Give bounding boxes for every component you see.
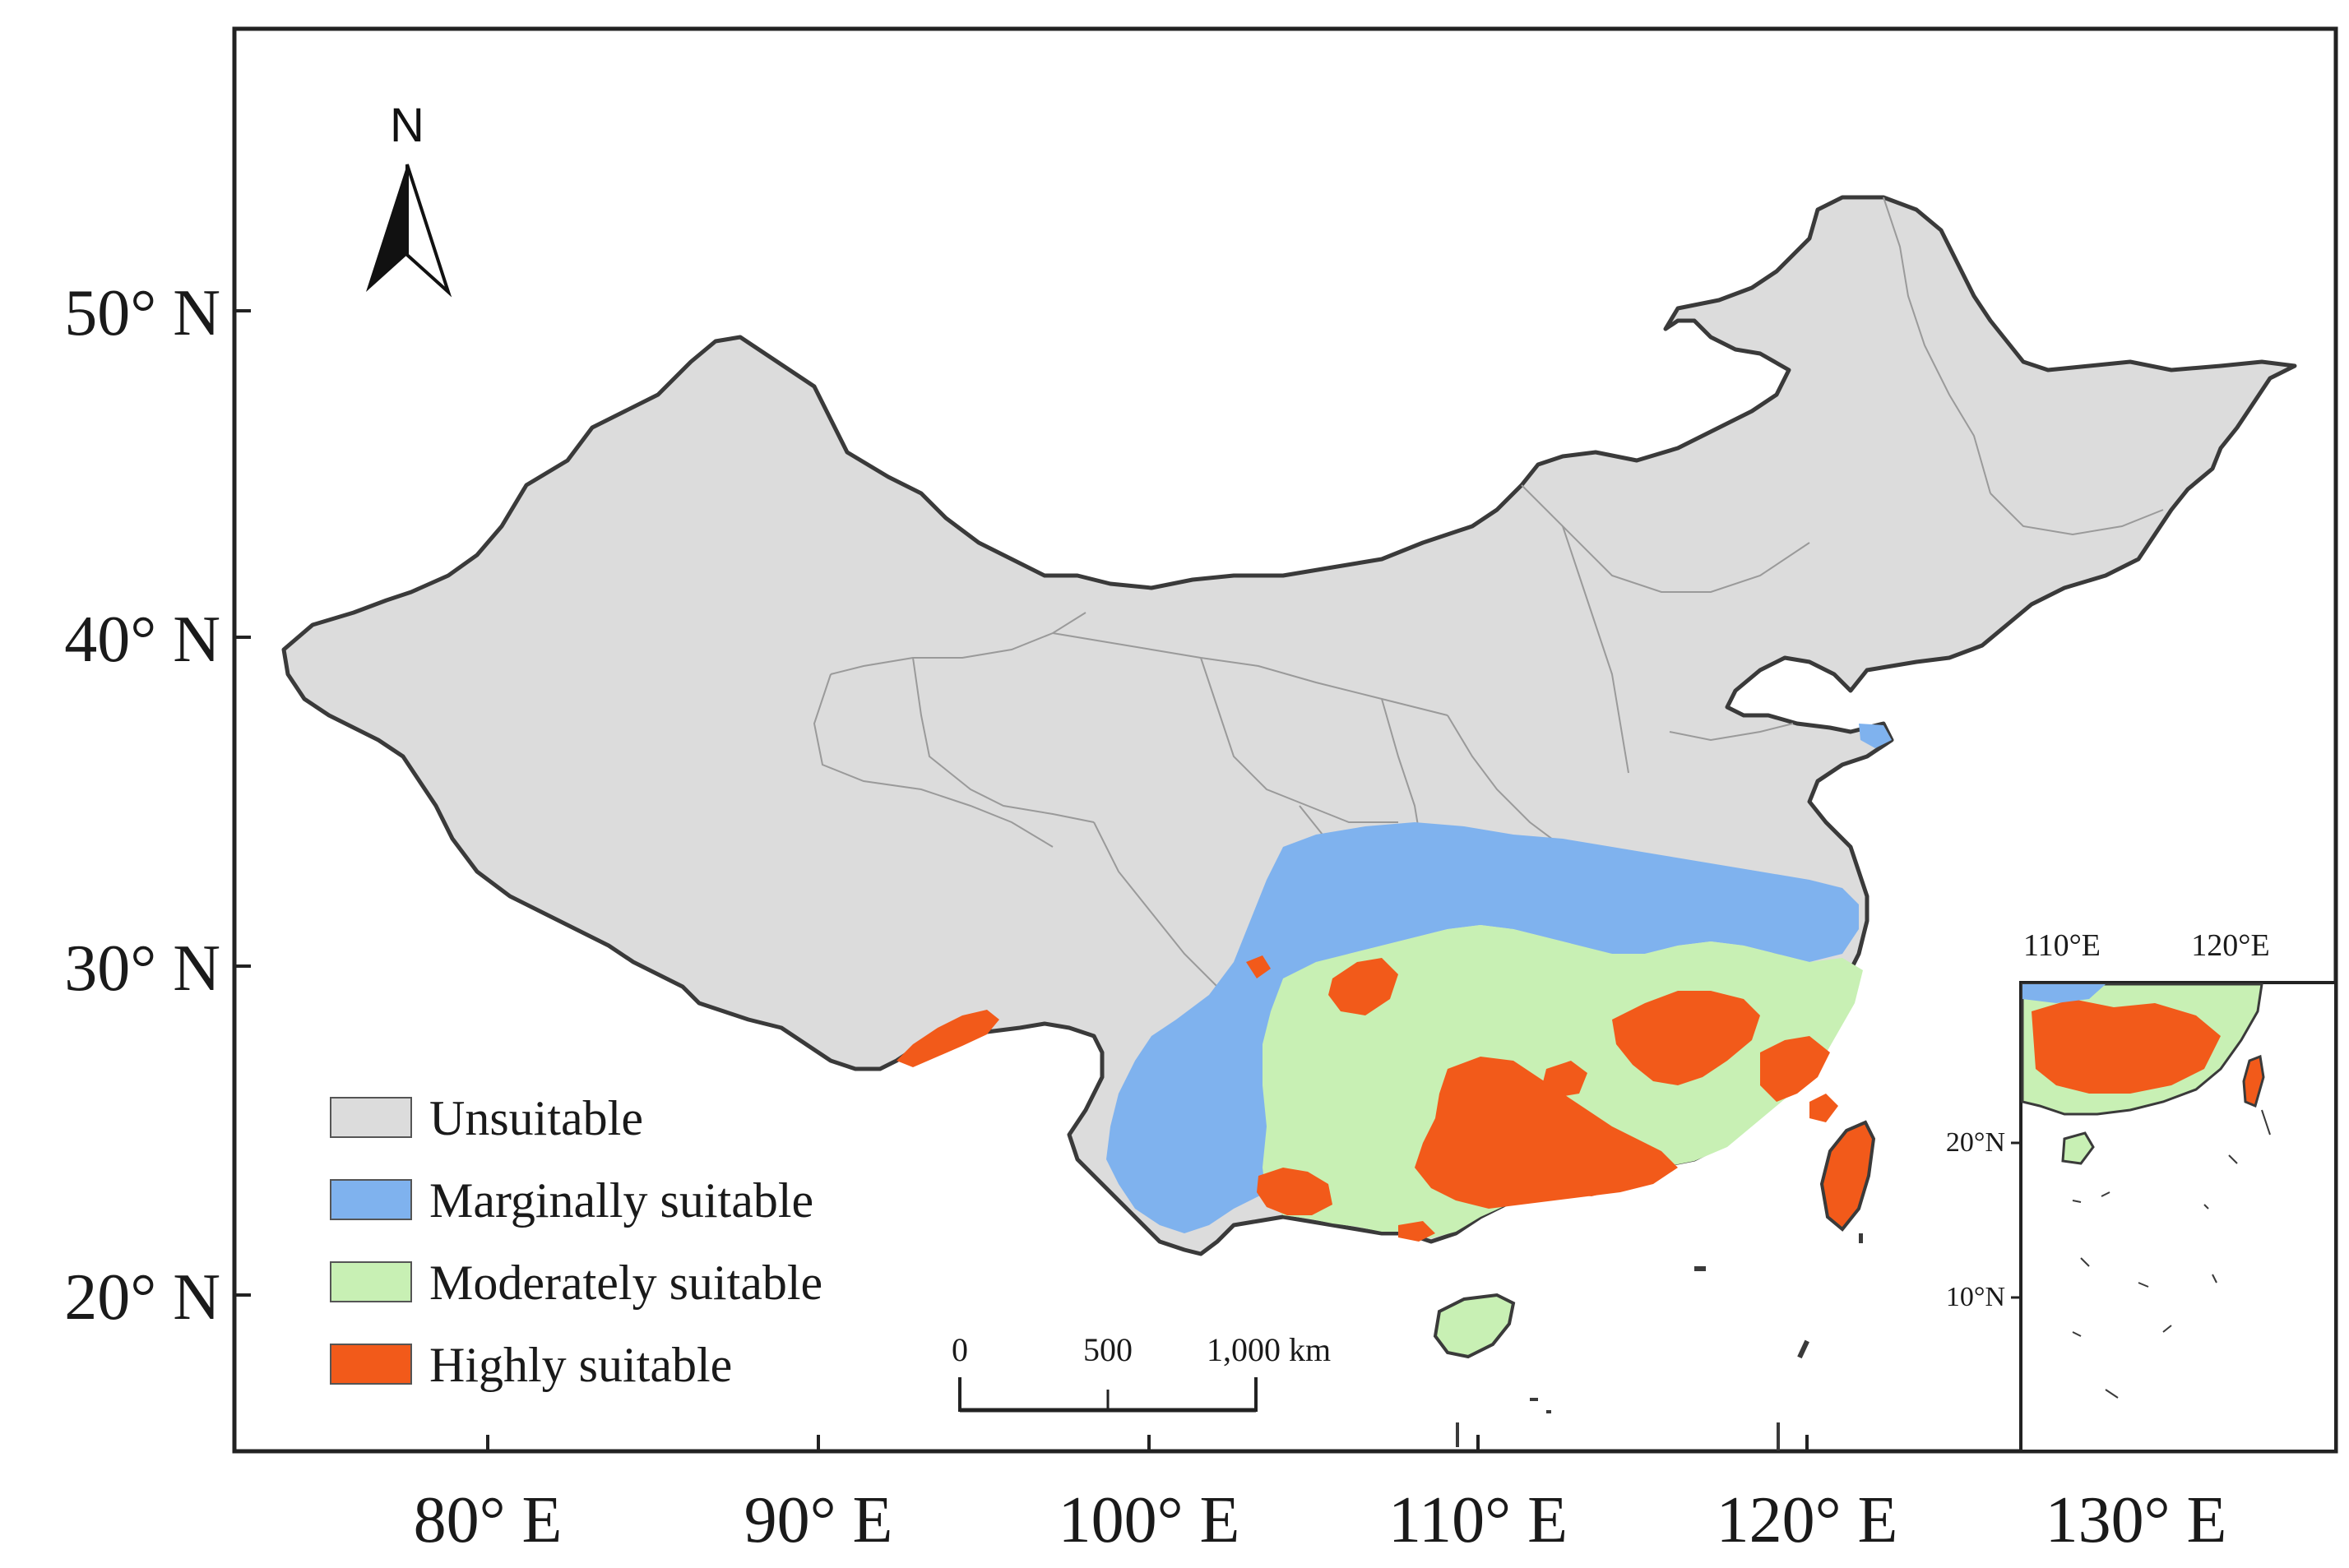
inset-high-zone (2032, 999, 2221, 1094)
scale-label-0: 0 (952, 1331, 968, 1368)
lon-tick-label: 120° E (1717, 1484, 1898, 1556)
inset-lat-label: 10°N (1946, 1282, 2005, 1312)
lon-tick-label: 110° E (1388, 1484, 1568, 1556)
taiwan-island (1819, 1120, 1876, 1232)
hainan-island (1433, 1293, 1516, 1359)
legend-swatch-moderate (330, 1261, 412, 1302)
inset-lon-label: 120°E (2191, 928, 2269, 963)
inset-marginal-zone (2022, 984, 2106, 1003)
inset-island-dashes (2072, 1109, 2271, 1399)
lat-tick-label: 50° N (64, 277, 220, 349)
highly-suitable-patches (897, 955, 1838, 1242)
scale-label-500: 500 (1083, 1331, 1133, 1368)
legend: Unsuitable Marginally suitable Moderatel… (330, 1091, 822, 1392)
lat-tick-label: 30° N (64, 932, 220, 1005)
marginal-zone-patch-2 (1859, 724, 1892, 748)
inset-lat-label: 20°N (1946, 1127, 2005, 1158)
lon-tick-label: 100° E (1059, 1484, 1240, 1556)
legend-swatch-unsuitable (330, 1097, 412, 1138)
north-arrow-right-half (405, 164, 452, 298)
offshore-islands (1456, 1233, 1863, 1450)
legend-label: Marginally suitable (429, 1173, 813, 1228)
longitude-axis: 80° E 90° E 100° E 110° E 120° E 130° E (414, 1435, 2227, 1556)
inset-taiwan (2242, 1054, 2265, 1108)
inset-hainan (2061, 1131, 2095, 1165)
scale-bar: 0 500 1,000 km (952, 1331, 1331, 1413)
marginal-zone-south (1106, 822, 1859, 1233)
latitude-axis: 50° N 40° N 30° N 20° N (64, 277, 251, 1334)
lat-tick-label: 40° N (64, 604, 220, 676)
legend-label: Moderately suitable (429, 1256, 822, 1310)
north-arrow-label: N (390, 99, 424, 152)
scale-label-1000: 1,000 km (1207, 1331, 1331, 1368)
north-arrow-left-half (366, 164, 407, 292)
lon-tick-label: 90° E (744, 1484, 893, 1556)
legend-swatch-highly (330, 1344, 412, 1385)
lon-tick-label: 130° E (2046, 1484, 2227, 1556)
legend-label: Highly suitable (429, 1338, 732, 1392)
north-arrow: N (366, 99, 452, 298)
lat-tick-label: 20° N (64, 1261, 220, 1334)
inset-lon-label: 110°E (2023, 928, 2101, 963)
legend-label: Unsuitable (429, 1091, 643, 1145)
inset-map: 110°E 120°E 20°N 10°N (1946, 928, 2337, 1453)
legend-swatch-marginal (330, 1179, 412, 1220)
lon-tick-label: 80° E (414, 1484, 563, 1556)
